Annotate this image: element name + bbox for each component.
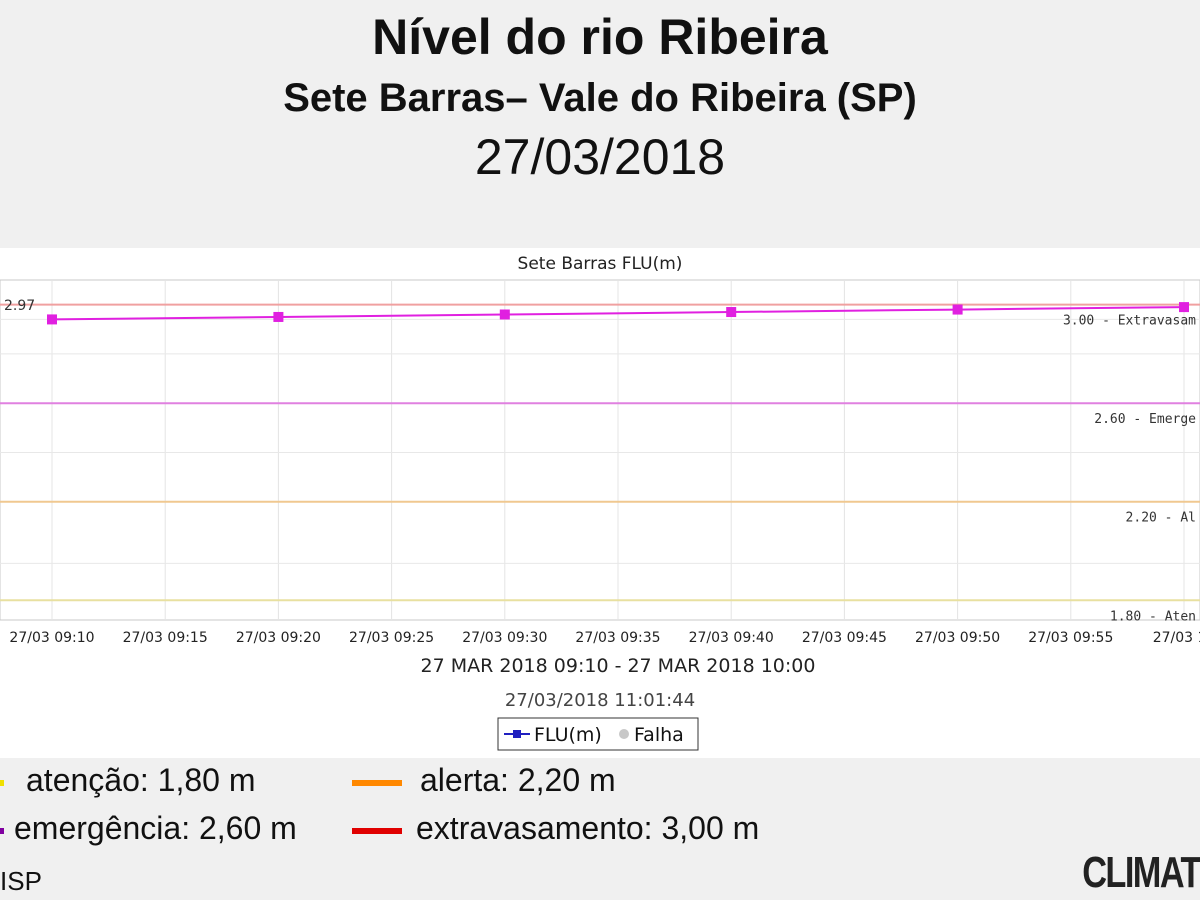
legend-flu-label: FLU(m) <box>534 724 602 746</box>
data-point <box>499 309 510 320</box>
x-tick-label: 27/03 09:50 <box>915 630 1000 646</box>
legend-falha-label: Falha <box>634 724 684 746</box>
x-tick-label: 27/03 09:45 <box>802 630 887 646</box>
chart-timestamp: 27/03/2018 11:01:44 <box>505 690 695 711</box>
threshold-label: 2.20 - Al <box>1126 511 1196 526</box>
x-tick-label: 27/03 09:40 <box>689 630 774 646</box>
chart-panel: Sete Barras FLU(m) 3.00 - Extravasam 2.60 … <box>0 248 1200 758</box>
source-text: ISP <box>0 866 42 896</box>
key-emergencia: emergência: 2,60 m <box>0 810 297 847</box>
chart-svg: Sete Barras FLU(m) 3.00 - Extravasam 2.60 … <box>0 254 1200 751</box>
data-point <box>47 314 57 325</box>
data-point <box>1179 302 1189 313</box>
data-point <box>726 307 737 318</box>
plot-area <box>0 279 1200 621</box>
x-tick-label: 27/03 09:30 <box>462 630 547 646</box>
key-extravasamento: extravasamento: 3,00 m <box>352 810 759 847</box>
logo: CLIMAT <box>1082 848 1200 897</box>
threshold-label: 2.60 - Emerge <box>1094 412 1196 427</box>
alerta-label: alerta: 2,20 m <box>420 762 616 798</box>
data-point <box>273 311 284 322</box>
page-subtitle: Sete Barras– Vale do Ribeira (SP) <box>283 76 917 120</box>
emergencia-marker <box>0 827 4 834</box>
x-tick-label: 27/03 09:55 <box>1028 630 1113 646</box>
extravasamento-marker <box>352 827 402 834</box>
x-tick-label: 27/03 09:10 <box>9 630 94 646</box>
threshold-label: 3.00 - Extravasam <box>1063 314 1196 329</box>
legend-box <box>497 717 699 751</box>
page-title: Nível do rio Ribeira <box>372 9 828 65</box>
alerta-marker <box>352 779 402 786</box>
extravasamento-label: extravasamento: 3,00 m <box>416 810 760 846</box>
x-tick-label: 27/03 09:15 <box>123 630 208 646</box>
x-tick-label: 27/03 09:25 <box>349 630 434 646</box>
chart-title: Sete Barras FLU(m) <box>518 254 683 274</box>
y-tick-label: 2.97 <box>4 298 35 314</box>
key-alerta: alerta: 2,20 m <box>352 762 616 799</box>
key-atencao: atenção: 1,80 m <box>0 762 255 799</box>
emergencia-label: emergência: 2,60 m <box>14 810 297 846</box>
x-tick-label: 27/03 09:35 <box>575 630 660 646</box>
page-date: 27/03/2018 <box>474 129 726 185</box>
x-tick-label: 27/03 10 <box>1153 630 1200 646</box>
series-line <box>51 306 1185 321</box>
atencao-marker <box>0 779 4 786</box>
x-axis-label: 27 MAR 2018 09:10 - 27 MAR 2018 10:00 <box>421 655 816 677</box>
legend-flu-marker <box>513 730 521 738</box>
threshold-label: 1.80 - Aten <box>1110 609 1196 624</box>
legend-falha-marker <box>619 729 629 739</box>
x-tick-label: 27/03 09:20 <box>236 630 321 646</box>
atencao-label: atenção: 1,80 m <box>26 762 256 798</box>
data-point <box>952 304 963 315</box>
